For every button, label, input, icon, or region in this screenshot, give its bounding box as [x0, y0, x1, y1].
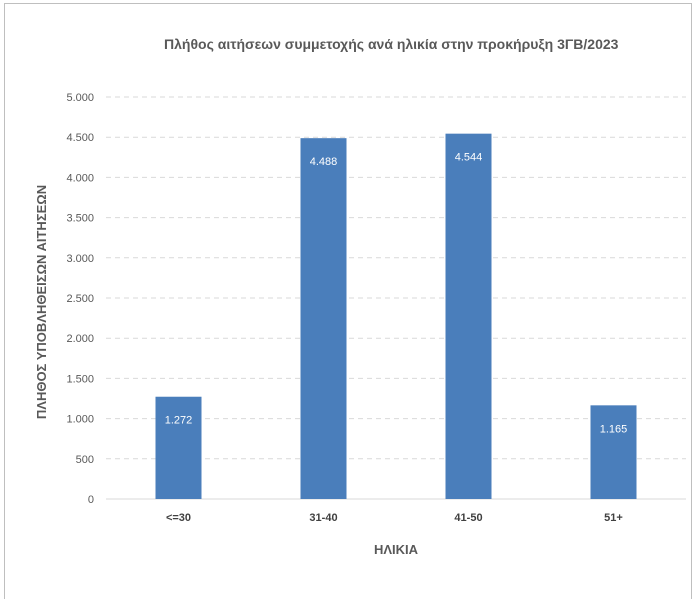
- y-axis-ticks: 0 500 1.000 1.500 2.000 2.500 3.000 3.500 4.000 4…: [66, 92, 94, 506]
- x-category-label: 51+: [604, 512, 623, 524]
- y-tick-label: 2.500: [66, 293, 94, 305]
- y-tick-label: 4.000: [66, 172, 94, 184]
- x-category-label: 31-40: [309, 512, 337, 524]
- y-tick-label: 500: [76, 454, 94, 466]
- data-label: 1.165: [600, 423, 628, 435]
- data-label: 4.488: [310, 156, 338, 168]
- gridlines: [106, 96, 686, 460]
- bar-30: [155, 396, 202, 499]
- y-tick-label: 4.500: [66, 132, 94, 144]
- data-labels: 1.272 4.488 4.544 1.165: [165, 152, 628, 436]
- bar-31-40: [300, 138, 347, 499]
- y-tick-label: 1.000: [66, 414, 94, 426]
- x-category-label: 41-50: [454, 512, 482, 524]
- data-label: 1.272: [165, 415, 193, 427]
- y-tick-label: 0: [88, 494, 94, 506]
- chart-frame: [4, 3, 692, 599]
- y-tick-label: 3.500: [66, 213, 94, 225]
- bar-41-50: [445, 133, 492, 499]
- x-axis-categories: <=30 31-40 41-50 51+: [166, 512, 623, 524]
- y-tick-label: 5.000: [66, 92, 94, 104]
- y-tick-label: 3.000: [66, 253, 94, 265]
- x-axis-title: ΗΛΙΚΙΑ: [374, 542, 419, 557]
- bars: [155, 133, 637, 499]
- y-axis-title: ΠΛΗΘΟΣ ΥΠΟΒΛΗΘΕΙΣΩΝ ΑΙΤΗΣΕΩΝ: [34, 185, 49, 419]
- data-label: 4.544: [455, 152, 483, 164]
- chart-title: Πλήθος αιτήσεων συμμετοχής ανά ηλικία στ…: [164, 36, 619, 52]
- y-tick-label: 2.000: [66, 333, 94, 345]
- y-tick-label: 1.500: [66, 373, 94, 385]
- bar-51: [590, 405, 637, 499]
- x-category-label: <=30: [166, 512, 191, 524]
